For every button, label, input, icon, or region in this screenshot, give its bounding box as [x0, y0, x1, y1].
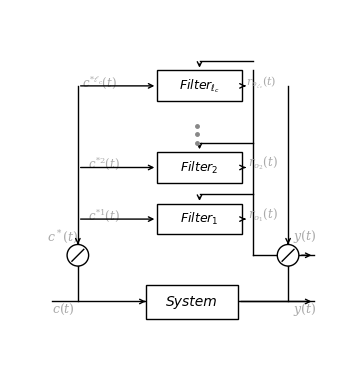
Circle shape — [277, 244, 299, 266]
Text: $y(t)$: $y(t)$ — [293, 301, 316, 318]
Bar — [157, 152, 242, 183]
Text: $c^{*1}(t)$: $c^{*1}(t)$ — [88, 207, 120, 224]
Bar — [157, 71, 242, 101]
Text: $r_{o_2}(t)$: $r_{o_2}(t)$ — [248, 155, 278, 172]
Text: $r_{o_1}(t)$: $r_{o_1}(t)$ — [248, 206, 278, 224]
Text: Filter$_2$: Filter$_2$ — [180, 159, 219, 176]
Text: $c^{*\ell_c}(t)$: $c^{*\ell_c}(t)$ — [82, 73, 117, 91]
Text: Filter$_{\ell_c}$: Filter$_{\ell_c}$ — [179, 77, 220, 95]
Text: System: System — [166, 295, 218, 309]
Text: $r_{o_{\ell_c}}(t)$: $r_{o_{\ell_c}}(t)$ — [246, 74, 276, 91]
Text: $c^{*2}(t)$: $c^{*2}(t)$ — [88, 155, 120, 172]
Bar — [146, 285, 238, 319]
Circle shape — [67, 244, 89, 266]
Text: $c(t)$: $c(t)$ — [52, 302, 75, 317]
Text: $c^*(t)$: $c^*(t)$ — [47, 228, 79, 245]
Bar — [157, 204, 242, 235]
Text: Filter$_1$: Filter$_1$ — [180, 211, 219, 227]
Text: $y(t)$: $y(t)$ — [293, 228, 316, 245]
